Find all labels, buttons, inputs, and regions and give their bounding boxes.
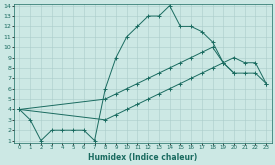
X-axis label: Humidex (Indice chaleur): Humidex (Indice chaleur) (88, 152, 197, 162)
